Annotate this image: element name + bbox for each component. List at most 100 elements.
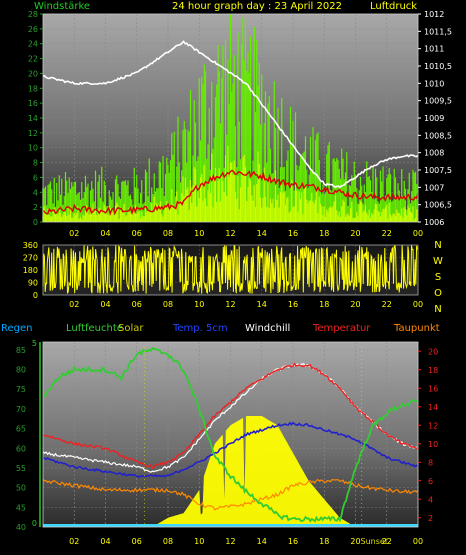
temperature-tick-label: 2	[428, 514, 433, 523]
time-tick-label: 20	[350, 537, 360, 546]
time-tick-label: 22	[382, 300, 392, 309]
pressure-tick-label: 1011,5	[424, 27, 452, 36]
pressure-tick-label: 1009	[424, 114, 444, 123]
time-tick-label: 22	[382, 537, 392, 546]
time-tick-label: 06	[132, 300, 142, 309]
wind-tick-label: 12	[28, 129, 38, 138]
time-tick-label: 12	[225, 537, 235, 546]
pressure-tick-label: 1010	[424, 79, 444, 88]
time-tick-label: 18	[319, 537, 329, 546]
time-tick-label: 16	[288, 300, 298, 309]
legend-windchill: Windchill	[245, 323, 290, 334]
time-tick-label: 22	[382, 229, 392, 238]
time-tick-label: 10	[194, 229, 204, 238]
time-tick-label: 02	[69, 537, 79, 546]
wind-tick-label: 6	[33, 173, 38, 182]
wind-tick-label: 10	[28, 144, 38, 153]
time-tick-label: 02	[69, 300, 79, 309]
humidity-tick-label: 70	[16, 405, 26, 414]
humidity-tick-label: 45	[16, 503, 26, 512]
temperature-tick-label: 16	[428, 384, 438, 393]
time-tick-label: 14	[257, 300, 267, 309]
time-tick-label: 18	[319, 300, 329, 309]
temperature-panel-frame	[42, 341, 419, 528]
time-tick-label: 04	[100, 229, 110, 238]
time-tick-label: 18	[319, 229, 329, 238]
wind-tick-label: 28	[28, 10, 38, 19]
sunset-label: Sunset	[361, 537, 388, 546]
dewpoint-line	[42, 478, 419, 511]
time-tick-label: 04	[100, 537, 110, 546]
legend-temperature: Temperatur	[312, 323, 371, 334]
wind-tick-label: 18	[28, 84, 38, 93]
compass-label: N	[434, 240, 441, 251]
pressure-tick-label: 1010,5	[424, 62, 452, 71]
humidity-tick-label: 40	[16, 523, 26, 532]
time-tick-label: 12	[225, 229, 235, 238]
time-tick-label: 10	[194, 537, 204, 546]
temp5cm-line	[42, 421, 419, 479]
temperature-tick-label: 18	[428, 366, 438, 375]
temperature-tick-label: 12	[428, 421, 438, 430]
time-tick-label: 10	[194, 300, 204, 309]
time-tick-label: 20	[350, 229, 360, 238]
time-tick-label: 14	[257, 229, 267, 238]
wind-tick-label: 8	[33, 159, 38, 168]
direction-tick-label: 0	[33, 291, 38, 300]
time-tick-label: 00	[413, 537, 423, 546]
rain-tick-label: 5	[32, 339, 37, 348]
chart-title: 24 hour graph day : 23 April 2022	[172, 1, 342, 12]
humidity-tick-label: 55	[16, 464, 26, 473]
compass-label: W	[433, 256, 443, 267]
time-tick-label: 06	[132, 229, 142, 238]
temperature-line	[42, 362, 419, 470]
wind-tick-label: 16	[28, 99, 38, 108]
pressure-tick-label: 1012	[424, 10, 444, 19]
pressure-tick-label: 1007,5	[424, 166, 452, 175]
legend-solar: Solar	[118, 323, 144, 334]
time-tick-label: 04	[100, 300, 110, 309]
humidity-tick-label: 85	[16, 346, 26, 355]
time-tick-label: 14	[257, 537, 267, 546]
direction-tick-label: 180	[23, 266, 38, 275]
legend-humidity: Luftfeuchte	[66, 323, 123, 334]
compass-label: O	[434, 288, 442, 299]
direction-panel-frame	[42, 244, 419, 296]
humidity-line	[42, 346, 419, 523]
humidity-tick-label: 75	[16, 385, 26, 394]
time-tick-label: 08	[163, 229, 173, 238]
direction-tick-label: 90	[28, 279, 38, 288]
time-tick-label: 00	[413, 229, 423, 238]
wind-tick-label: 14	[28, 114, 38, 123]
legend-temp5cm: Temp. 5cm	[172, 323, 228, 334]
wind-average-line	[42, 169, 419, 216]
wind-tick-label: 22	[28, 55, 38, 64]
wind-tick-label: 20	[28, 69, 38, 78]
wind-tick-label: 2	[33, 203, 38, 212]
time-tick-label: 02	[69, 229, 79, 238]
temperature-tick-label: 6	[428, 477, 433, 486]
wind-tick-label: 26	[28, 25, 38, 34]
wind-direction-line	[42, 244, 419, 294]
time-tick-label: 00	[413, 300, 423, 309]
rain-tick-label: 0	[32, 519, 37, 528]
pressure-tick-label: 1007	[424, 183, 444, 192]
wind-axis-title: Windstärke	[34, 1, 90, 12]
wind-tick-label: 0	[33, 218, 38, 227]
time-tick-label: 16	[288, 537, 298, 546]
temperature-tick-label: 8	[428, 458, 433, 467]
pressure-tick-label: 1006	[424, 218, 444, 227]
compass-label: N	[434, 304, 441, 315]
temperature-tick-label: 20	[428, 347, 438, 356]
time-tick-label: 16	[288, 229, 298, 238]
temperature-tick-label: 10	[428, 440, 438, 449]
solar-area	[152, 416, 372, 527]
wind-tick-label: 4	[33, 188, 38, 197]
pressure-tick-label: 1008	[424, 149, 444, 158]
time-tick-label: 08	[163, 300, 173, 309]
humidity-tick-label: 80	[16, 366, 26, 375]
pressure-tick-label: 1008,5	[424, 131, 452, 140]
humidity-tick-label: 65	[16, 425, 26, 434]
pressure-line	[42, 40, 419, 189]
wind-tick-label: 24	[28, 40, 38, 49]
